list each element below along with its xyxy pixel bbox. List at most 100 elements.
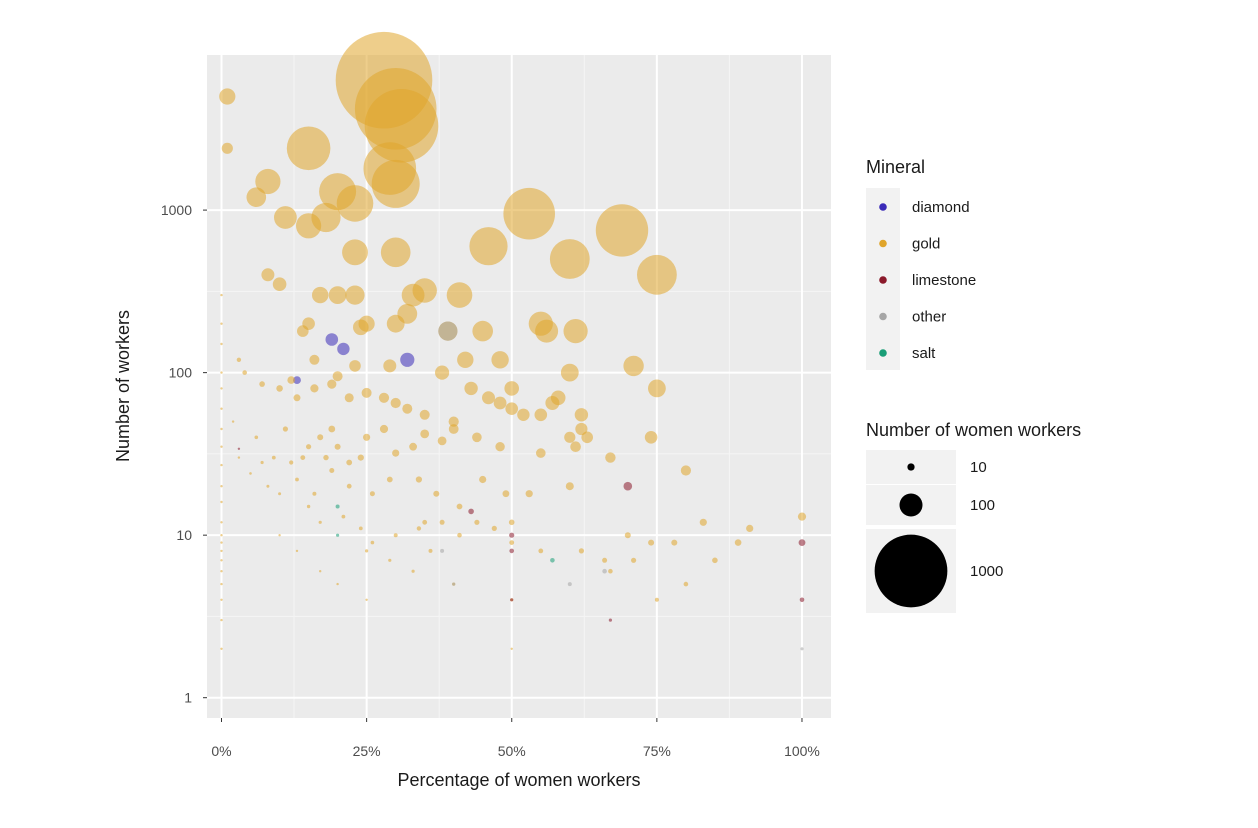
data-point-gold (220, 427, 223, 431)
data-point-gold (259, 381, 265, 387)
data-point-gold (278, 534, 281, 537)
data-point-gold (388, 558, 392, 562)
data-point-gold (365, 549, 369, 553)
data-point-gold (510, 647, 513, 650)
data-point-gold (220, 534, 223, 537)
data-point-gold (332, 371, 343, 382)
data-point-gold (220, 500, 223, 504)
data-point-gold (746, 524, 754, 533)
data-point-diamond (293, 376, 301, 384)
data-point-gold (482, 391, 495, 405)
data-point-gold (448, 416, 459, 427)
data-point-gold (369, 491, 375, 497)
data-point-gold (346, 459, 353, 466)
data-point-gold (282, 426, 288, 432)
data-point-gold (219, 88, 236, 105)
data-point-gold (416, 526, 422, 531)
x-tick-label: 50% (498, 743, 526, 759)
data-point-gold (220, 342, 223, 346)
data-point-gold (734, 539, 742, 546)
data-point-diamond (325, 333, 339, 346)
data-point-gold (623, 355, 644, 377)
data-point-gold (220, 618, 223, 622)
data-point-gold (563, 319, 588, 344)
data-point-other (438, 321, 458, 341)
data-point-gold (457, 351, 474, 368)
data-point-limestone (468, 508, 474, 515)
size-legend-label: 10 (970, 459, 987, 476)
data-point-gold (401, 283, 425, 307)
data-point-gold (536, 448, 546, 458)
data-point-gold (220, 549, 223, 553)
data-point-gold (525, 490, 533, 498)
data-point-gold (699, 518, 707, 526)
data-point-gold (409, 442, 417, 451)
x-axis-ticks: 0% 25% 50% 75% 100% (211, 718, 820, 759)
data-point-gold (328, 425, 336, 433)
data-point-gold (220, 445, 223, 448)
data-point-gold (605, 452, 616, 463)
data-point-other (567, 582, 572, 587)
data-point-gold (472, 320, 494, 342)
data-point-gold (534, 408, 548, 422)
data-point-gold (328, 286, 347, 304)
data-point-gold (644, 431, 658, 444)
data-point-gold (448, 424, 459, 434)
data-point-gold (602, 557, 608, 563)
data-point-gold (309, 354, 320, 365)
data-point-diamond (400, 352, 415, 367)
data-point-gold (317, 434, 324, 441)
data-point-gold (255, 168, 281, 195)
legend-label-salt: salt (912, 345, 936, 362)
data-point-gold (422, 519, 428, 525)
data-point-gold (346, 483, 352, 489)
data-point-gold (349, 360, 361, 372)
data-point-gold (261, 268, 275, 282)
data-point-gold (581, 431, 593, 444)
data-point-gold (457, 532, 462, 538)
x-tick-label: 0% (211, 743, 231, 759)
legend-key-limestone (879, 276, 887, 284)
data-point-gold (437, 436, 447, 446)
mineral-legend: Mineral diamond gold limestone other salt (866, 157, 976, 370)
data-point-salt (336, 533, 340, 537)
data-point-gold (371, 159, 420, 208)
data-point-gold (295, 549, 299, 553)
data-point-gold (435, 365, 450, 380)
data-point-salt (335, 504, 340, 509)
data-point-gold (220, 293, 223, 297)
data-point-gold (637, 254, 677, 295)
data-point-gold (358, 526, 363, 531)
data-point-gold (379, 424, 389, 434)
data-point-gold (272, 277, 287, 292)
data-point-gold (220, 598, 223, 601)
data-point-gold (293, 394, 301, 402)
data-point-other (440, 548, 445, 553)
data-point-gold (306, 504, 311, 509)
y-axis-ticks: 1 10 100 1000 (161, 202, 207, 706)
data-point-gold (508, 519, 515, 526)
data-point-gold (474, 519, 480, 525)
data-point-gold (237, 456, 241, 459)
data-point-gold (220, 463, 223, 467)
data-point-gold (595, 204, 649, 257)
data-point-gold (357, 454, 364, 461)
data-point-gold (271, 455, 276, 460)
data-point-gold (575, 422, 588, 436)
legend-label-gold: gold (912, 236, 940, 253)
data-point-gold (631, 557, 637, 563)
data-point-gold (491, 525, 497, 532)
data-point-gold (386, 314, 405, 333)
data-point-gold (420, 429, 430, 439)
data-point-gold (260, 460, 264, 465)
data-point-diamond (337, 342, 350, 356)
size-legend-label: 100 (970, 497, 995, 514)
data-point-gold (295, 477, 299, 482)
data-point-gold (306, 444, 312, 450)
data-point-gold (503, 187, 555, 240)
data-point-gold (221, 142, 233, 154)
mineral-legend-title: Mineral (866, 157, 925, 177)
data-point-gold (538, 548, 544, 554)
x-tick-label: 100% (784, 743, 820, 759)
data-point-gold (334, 443, 341, 450)
